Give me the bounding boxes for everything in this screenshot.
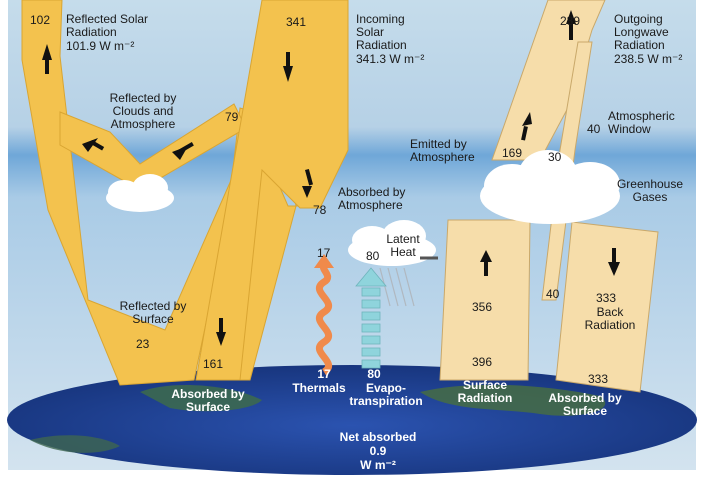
thermals-label: Thermals xyxy=(292,381,346,395)
land-mass xyxy=(140,385,262,412)
latent-heat-arrow xyxy=(355,267,387,369)
incoming-title: Incoming Solar Radiation xyxy=(356,12,407,52)
absorbed-surface-back-label: Absorbed by Surface xyxy=(548,391,622,418)
thermals-bottom-value: 17 xyxy=(317,367,331,381)
surface-radiation-value: 356 xyxy=(472,300,493,314)
arrow-icon xyxy=(42,10,620,346)
surface-radiation-bottom-value: 396 xyxy=(472,355,493,369)
cloud-icon xyxy=(106,174,174,212)
latent-bottom-value: 80 xyxy=(367,367,381,381)
absorbed-atmosphere-value: 78 xyxy=(313,203,327,217)
incoming-value: 341 xyxy=(286,15,307,29)
net-absorbed-label: Net absorbed xyxy=(339,430,417,444)
land-mass xyxy=(30,435,120,453)
reflected-solar-value: 102 xyxy=(30,13,51,27)
reflected-solar-amount: 101.9 W m⁻² xyxy=(66,39,135,53)
thermals-arrowhead xyxy=(314,254,334,268)
incoming-amount: 341.3 W m⁻² xyxy=(356,52,425,66)
clouds-reflection-band xyxy=(59,103,247,191)
net-absorbed-value: 0.9 xyxy=(369,444,387,458)
back-radiation-value: 333 xyxy=(596,291,617,305)
outgoing-value: 239 xyxy=(560,14,581,28)
greenhouse-label: Greenhouse Gases xyxy=(616,177,684,204)
emitted-atmosphere-label: Emitted by Atmosphere xyxy=(410,137,475,164)
window-value-bottom: 40 xyxy=(546,287,560,301)
surface-radiation-label: Surface Radiation xyxy=(457,378,513,405)
reflected-solar-title: Reflected Solar Radiation xyxy=(66,12,149,39)
window-label: Atmospheric Window xyxy=(608,109,675,136)
reflected-surface-label: Reflected by Surface xyxy=(119,299,187,326)
thermals-top-value: 17 xyxy=(317,246,331,260)
back-radiation-label: Back Radiation xyxy=(584,305,636,332)
back-radiation-bottom-value: 333 xyxy=(588,372,609,386)
window-value-30: 30 xyxy=(548,150,562,164)
incoming-solar-band-main xyxy=(195,0,349,381)
wavy-arrow-icon xyxy=(316,262,332,375)
window-value: 40 xyxy=(587,122,601,136)
cloud-icon xyxy=(480,150,620,224)
outgoing-title: Outgoing Longwave Radiation xyxy=(614,12,669,52)
absorbed-surface-solar-value: 161 xyxy=(203,357,224,371)
absorbed-surface-solar-label: Absorbed by Surface xyxy=(171,387,245,414)
reflected-surface-value: 23 xyxy=(136,337,150,351)
back-radiation-band xyxy=(555,221,659,393)
latent-label: Latent Heat xyxy=(386,232,420,259)
land-mass xyxy=(420,384,606,416)
emitted-atmosphere-value: 169 xyxy=(502,146,523,160)
rain-icon xyxy=(379,267,415,307)
latent-top-value: 80 xyxy=(366,249,380,263)
evapotranspiration-label: Evapo- transpiration xyxy=(349,381,423,408)
absorbed-atmosphere-label: Absorbed by Atmosphere xyxy=(338,185,406,212)
reflected-clouds-label: Reflected by Clouds and Atmosphere xyxy=(109,91,177,131)
outgoing-amount: 238.5 W m⁻² xyxy=(614,52,683,66)
net-absorbed-unit: W m⁻² xyxy=(360,458,396,472)
reflected-clouds-branch-value: 79 xyxy=(225,110,239,124)
surface-radiation-band xyxy=(439,219,531,381)
cloud-icon xyxy=(348,220,436,266)
